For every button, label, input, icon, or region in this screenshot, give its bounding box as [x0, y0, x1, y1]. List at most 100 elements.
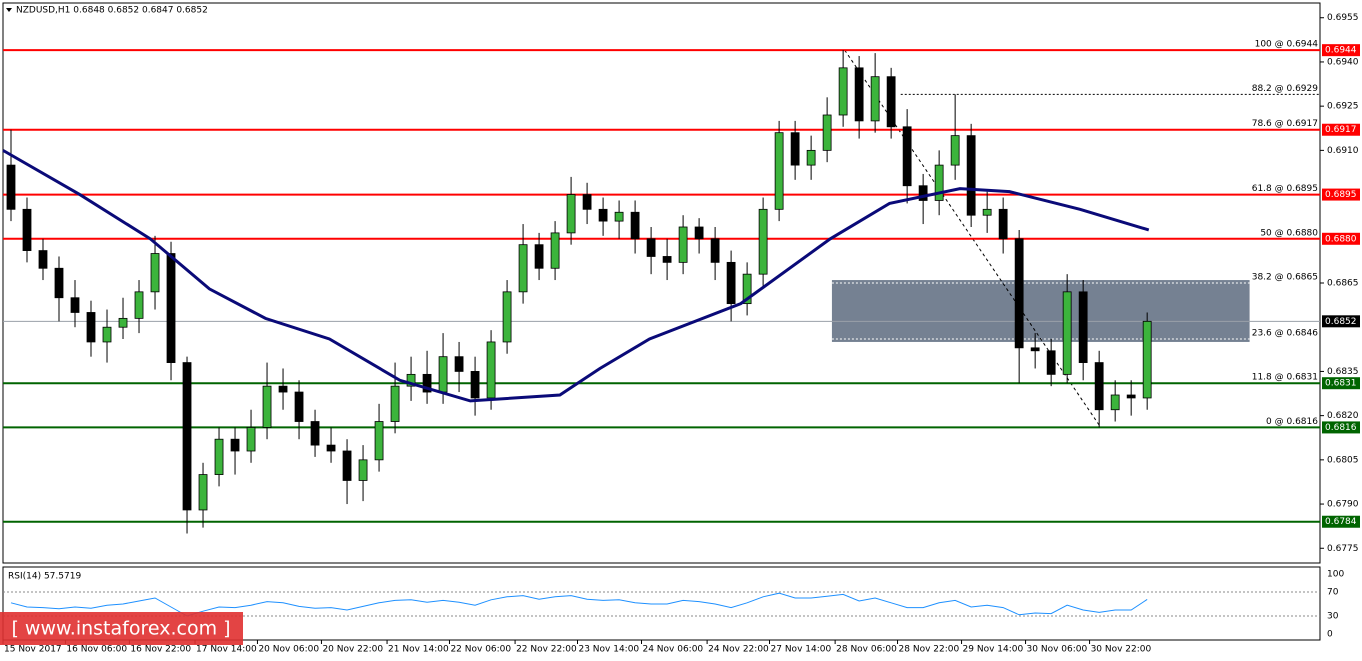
- candle-body: [486, 341, 496, 399]
- x-tick-label: 28 Nov 22:00: [899, 645, 960, 655]
- y-tick-label: 0.6835: [1327, 367, 1359, 377]
- candle-body: [566, 194, 576, 234]
- candle-body: [1030, 347, 1040, 352]
- y-tick-label: 0.6805: [1327, 455, 1359, 465]
- candle-body: [262, 385, 272, 428]
- candle-body: [182, 362, 192, 511]
- fib-label: 38.2 @ 0.6865: [1252, 273, 1318, 283]
- x-tick-label: 28 Nov 06:00: [836, 645, 897, 655]
- x-tick-label: 29 Nov 14:00: [963, 645, 1024, 655]
- x-tick-label: 23 Nov 14:00: [578, 645, 639, 655]
- x-tick-label: 16 Nov 06:00: [66, 645, 127, 655]
- candle-body: [598, 208, 608, 222]
- candle-body: [646, 238, 656, 257]
- level-box: [1322, 315, 1360, 328]
- fib-trend: [844, 49, 1102, 428]
- candle-body: [822, 114, 832, 151]
- candle-body: [534, 244, 544, 269]
- candle-body: [422, 373, 432, 393]
- candle-body: [918, 185, 928, 201]
- candle-body: [662, 256, 672, 263]
- rsi-tick-label: 100: [1327, 570, 1344, 580]
- x-tick-label: 16 Nov 22:00: [130, 645, 191, 655]
- candle-body: [966, 135, 976, 216]
- fib-label: 100 @ 0.6944: [1255, 40, 1319, 50]
- y-tick-label: 0.6955: [1327, 13, 1359, 23]
- candle-body: [998, 208, 1008, 240]
- moving-average: [2, 149, 1150, 403]
- candle-body: [614, 211, 624, 222]
- menu-arrow: [6, 8, 12, 12]
- candle-body: [342, 450, 352, 481]
- candle-body: [214, 438, 224, 475]
- level-box-label: 0.6944: [1325, 46, 1357, 56]
- x-tick-label: 20 Nov 22:00: [322, 645, 383, 655]
- candle-body: [294, 391, 304, 422]
- candle-body: [166, 253, 176, 363]
- y-tick-label: 0.6775: [1327, 544, 1359, 554]
- level-box-label: 0.6831: [1325, 379, 1357, 389]
- x-tick-label: 24 Nov 06:00: [642, 645, 703, 655]
- candle-body: [102, 326, 112, 343]
- fib-label: 50 @ 0.6880: [1260, 228, 1318, 238]
- level-box: [1322, 44, 1360, 57]
- level-box-label: 0.6852: [1325, 317, 1357, 327]
- candle-body: [694, 226, 704, 240]
- fib-label: 0 @ 0.6816: [1266, 417, 1318, 427]
- candle-body: [22, 208, 32, 251]
- candle-body: [774, 132, 784, 210]
- x-tick-label: 30 Nov 06:00: [1027, 645, 1088, 655]
- chart-title: NZDUSD,H1 0.6848 0.6852 0.6847 0.6852: [16, 6, 208, 16]
- level-box-label: 0.6895: [1325, 190, 1357, 200]
- watermark-box: [0, 612, 243, 645]
- candle-body: [518, 244, 528, 293]
- candle-body: [870, 76, 880, 122]
- candle-body: [710, 238, 720, 263]
- candle-body: [1014, 238, 1024, 349]
- level-box: [1322, 188, 1360, 201]
- candle-body: [326, 444, 336, 452]
- candle-body: [38, 250, 48, 269]
- candle-body: [838, 67, 848, 116]
- rsi-tick-label: 70: [1327, 588, 1339, 598]
- candle-body: [358, 459, 368, 481]
- candle-body: [1094, 362, 1104, 411]
- candle-body: [582, 194, 592, 210]
- candle-body: [630, 211, 640, 240]
- candle-body: [1126, 394, 1136, 399]
- candle-body: [438, 356, 448, 393]
- level-box: [1322, 377, 1360, 390]
- y-tick-label: 0.6910: [1327, 146, 1359, 156]
- candle-body: [454, 356, 464, 372]
- y-tick-label: 0.6820: [1327, 411, 1359, 421]
- candle-body: [246, 427, 256, 452]
- zone: [831, 280, 1250, 342]
- candle-body: [230, 438, 240, 452]
- candle-body: [758, 208, 768, 275]
- candle-body: [1046, 350, 1056, 375]
- fib-label: 23.6 @ 0.6846: [1252, 329, 1319, 339]
- x-tick-label: 22 Nov 06:00: [450, 645, 511, 655]
- candle-body: [118, 317, 128, 328]
- candle-body: [390, 385, 400, 422]
- x-tick-label: 30 Nov 22:00: [1091, 645, 1152, 655]
- x-tick-label: 27 Nov 14:00: [771, 645, 832, 655]
- plot-layer: 0.6955 0.6940 0.6925 0.6910 0.6865 0.6835 0.68…: [2, 13, 1360, 655]
- candle-body: [6, 164, 16, 210]
- candle-body: [678, 226, 688, 263]
- fib-label: 78.6 @ 0.6917: [1252, 119, 1318, 129]
- candle-body: [1078, 291, 1088, 363]
- candle-body: [134, 291, 144, 319]
- candle-body: [950, 135, 960, 166]
- candle-body: [726, 261, 736, 305]
- candle-body: [1110, 394, 1120, 411]
- candle-body: [1062, 291, 1072, 375]
- level-box-label: 0.6784: [1325, 517, 1357, 527]
- candle-body: [886, 76, 896, 128]
- level-box: [1322, 515, 1360, 528]
- x-tick-label: 21 Nov 14:00: [388, 645, 449, 655]
- fib-label: 61.8 @ 0.6895: [1252, 184, 1318, 194]
- candle-body: [934, 164, 944, 201]
